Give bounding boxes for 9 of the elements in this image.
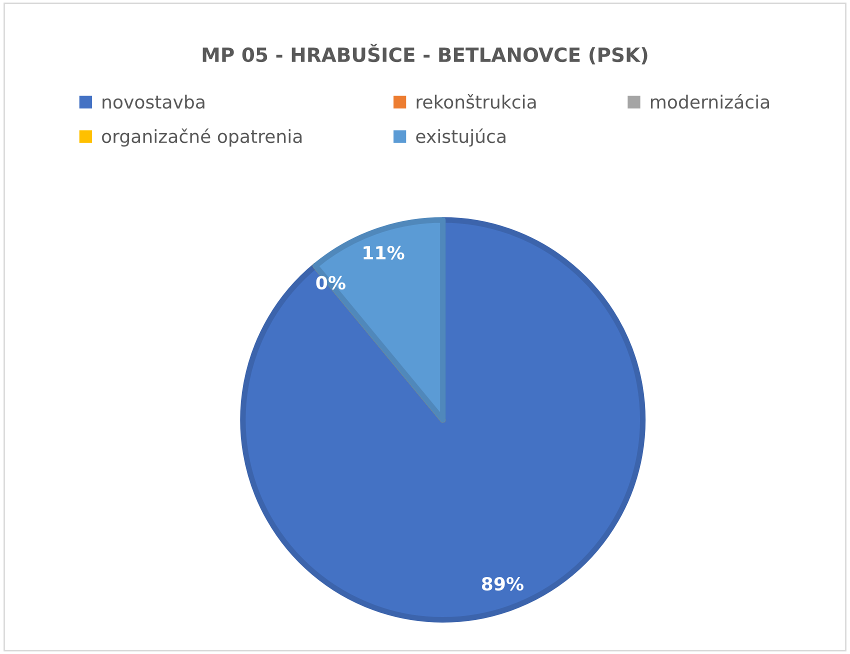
chart-title: MP 05 - HRABUŠICE - BETLANOVCE (PSK) (202, 44, 648, 64)
legend-label: existujúca (416, 128, 506, 147)
legend-label: novostavba (102, 94, 204, 109)
legend-label: modernizácia (650, 94, 770, 109)
legend-label: rekonštrukcia (416, 94, 536, 109)
text: 0% (316, 276, 346, 290)
data-label: 11% (364, 246, 404, 260)
legend-label: organizačné opatrenia (102, 128, 302, 147)
data-label: 89% (482, 576, 524, 591)
